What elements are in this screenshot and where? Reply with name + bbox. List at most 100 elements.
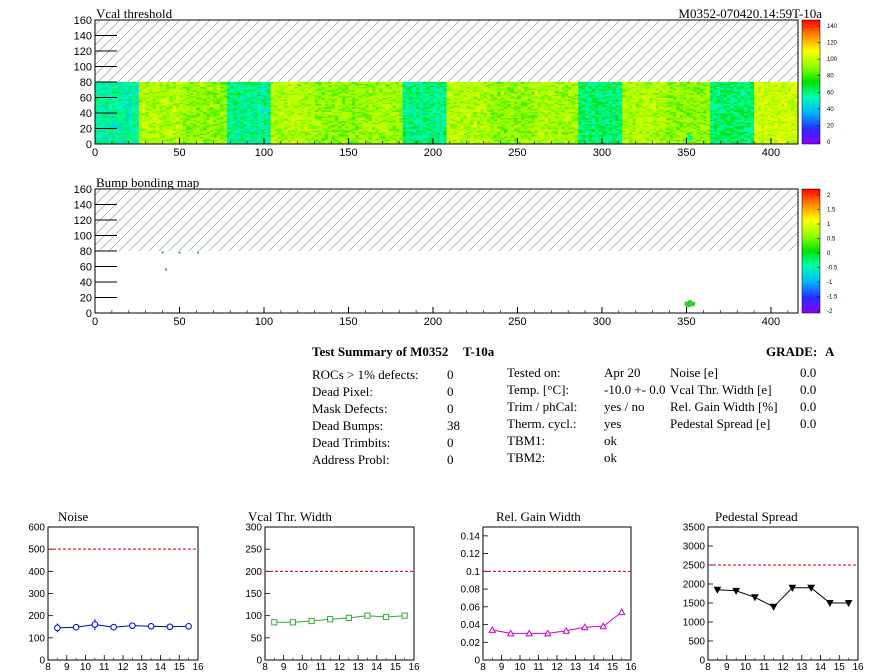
map-cell <box>280 116 285 119</box>
map-cell <box>470 117 474 120</box>
map-cell <box>226 111 231 114</box>
map-cell <box>473 120 478 123</box>
map-cell <box>365 106 370 109</box>
map-cell <box>490 82 495 84</box>
map-cell <box>250 83 255 86</box>
map-cell <box>284 106 289 109</box>
map-cell <box>321 99 326 101</box>
map-cell <box>334 114 339 117</box>
map-cell <box>145 131 150 134</box>
map-cell <box>149 99 153 101</box>
map-cell <box>334 116 339 119</box>
map-cell <box>162 114 167 117</box>
map-cell <box>409 94 414 97</box>
map-cell <box>385 86 390 89</box>
map-cell <box>429 137 434 140</box>
map-cell <box>345 119 349 122</box>
map-cell <box>321 92 326 95</box>
map-cell <box>152 134 157 137</box>
map-cell <box>196 103 201 106</box>
map-cell <box>443 99 447 101</box>
map-cell <box>389 120 393 123</box>
map-cell <box>172 142 177 145</box>
map-cell <box>348 122 353 125</box>
map-cell <box>138 106 143 109</box>
map-cell <box>318 134 322 137</box>
map-cell <box>405 109 410 112</box>
map-cell <box>345 91 349 94</box>
map-cell <box>507 103 512 106</box>
map-cell <box>463 105 468 108</box>
map-cell <box>280 94 285 97</box>
map-cell <box>209 137 214 140</box>
map-cell <box>280 91 285 94</box>
map-cell <box>419 117 424 120</box>
map-cell <box>402 114 407 117</box>
map-cell <box>98 108 103 111</box>
map-cell <box>351 94 356 97</box>
map-cell <box>395 142 400 145</box>
map-cell <box>345 102 349 105</box>
map-cell <box>213 85 218 88</box>
map-cell <box>334 122 339 125</box>
map-cell <box>270 139 275 142</box>
map-cell <box>362 140 366 143</box>
map-cell <box>111 97 116 100</box>
map-cell <box>378 85 383 88</box>
map-cell <box>250 137 255 140</box>
map-cell <box>432 109 437 112</box>
map-cell <box>389 119 393 122</box>
map-cell <box>412 117 417 120</box>
map-cell <box>118 111 123 114</box>
map-cell <box>280 128 285 131</box>
map-cell <box>436 113 441 115</box>
map-cell <box>199 125 204 128</box>
map-cell <box>105 134 109 137</box>
map-cell <box>348 103 353 106</box>
map-cell <box>236 91 241 94</box>
map-cell <box>284 119 289 122</box>
map-cell <box>220 92 224 95</box>
map-cell <box>284 108 289 111</box>
map-cell <box>385 105 390 108</box>
map-cell <box>385 130 390 132</box>
map-cell <box>294 105 299 108</box>
map-cell <box>297 100 302 103</box>
map-cell <box>432 85 437 88</box>
map-cell <box>223 94 228 97</box>
map-cell <box>419 140 424 143</box>
map-cell <box>203 88 207 91</box>
map-cell <box>125 97 130 100</box>
map-cell <box>179 105 184 108</box>
map-cell <box>216 119 221 122</box>
map-cell <box>162 109 167 112</box>
map-cell <box>473 105 478 108</box>
map-cell <box>470 109 474 112</box>
map-cell <box>209 119 214 122</box>
map-cell <box>307 94 312 97</box>
map-cell <box>260 102 265 105</box>
map-cell <box>378 119 383 122</box>
map-cell <box>138 109 143 112</box>
map-cell <box>358 89 363 92</box>
map-cell <box>507 139 512 142</box>
map-cell <box>159 131 163 134</box>
map-cell <box>125 140 130 143</box>
map-cell <box>487 136 491 139</box>
map-cell <box>193 133 197 136</box>
map-cell <box>476 117 481 120</box>
map-cell <box>311 86 316 89</box>
map-cell <box>152 88 157 91</box>
map-cell <box>267 114 272 117</box>
map-cell <box>331 142 336 145</box>
map-cell <box>378 130 383 132</box>
map-cell <box>311 139 316 142</box>
map-cell <box>162 102 167 105</box>
map-cell <box>142 83 147 86</box>
map-cell <box>270 94 275 97</box>
map-cell <box>257 123 262 126</box>
map-cell <box>392 106 397 109</box>
map-cell <box>510 120 515 123</box>
map-cell <box>460 97 464 100</box>
map-cell <box>456 94 461 97</box>
